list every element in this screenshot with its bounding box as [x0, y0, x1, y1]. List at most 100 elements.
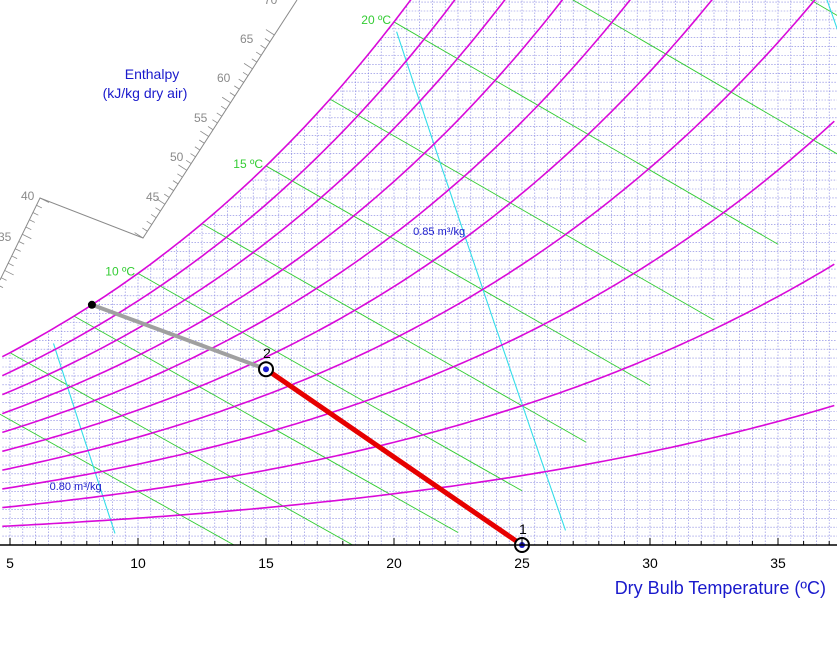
rh-curve — [2, 0, 564, 415]
enthalpy-tick — [251, 58, 258, 63]
enthalpy-tick — [265, 29, 275, 36]
enthalpy-tick — [142, 227, 148, 232]
enthalpy-tick — [234, 85, 240, 90]
wet-bulb-line — [572, 0, 837, 155]
specific-volume-line — [396, 31, 567, 531]
x-tick-label: 35 — [770, 555, 786, 571]
state-point-label: 1 — [519, 521, 527, 537]
enthalpy-tick — [164, 193, 170, 198]
enthalpy-tick — [194, 146, 201, 151]
wet-bulb-label: 20 ºC — [361, 13, 391, 27]
enthalpy-tick — [0, 285, 4, 288]
enthalpy-tick — [190, 153, 196, 158]
enthalpy-tick-label: 60 — [217, 71, 231, 85]
enthalpy-tick — [39, 197, 50, 203]
enthalpy-tick — [146, 220, 152, 225]
enthalpy-tick — [134, 232, 144, 239]
extension-end-dot — [87, 300, 96, 309]
enthalpy-tick-label: 50 — [170, 150, 184, 164]
enthalpy-tick — [216, 112, 223, 117]
rh-curve — [1, 0, 412, 358]
specific-volume-label: 0.85 m³/kg — [413, 226, 465, 238]
rh-curve — [2, 120, 835, 490]
enthalpy-tick — [229, 92, 236, 97]
enthalpy-tick-label: 55 — [194, 111, 208, 125]
enthalpy-tick — [18, 241, 25, 245]
enthalpy-tick — [260, 44, 266, 49]
wet-bulb-lines — [0, 0, 837, 545]
enthalpy-tick — [22, 233, 32, 240]
enthalpy-tick — [207, 126, 214, 131]
enthalpy-tick — [242, 71, 249, 76]
enthalpy-tick — [155, 207, 161, 212]
wet-bulb-line — [9, 352, 354, 545]
enthalpy-tick-label: 35 — [0, 230, 12, 244]
enthalpy-tick-label: 45 — [146, 190, 160, 204]
rh-curve — [2, 0, 816, 471]
enthalpy-tick — [25, 226, 32, 231]
enthalpy-tick — [200, 130, 209, 137]
process-extension-line — [91, 302, 267, 372]
state-point-label: 2 — [263, 345, 271, 361]
enthalpy-tick — [156, 198, 166, 205]
enthalpy-tick — [264, 38, 271, 43]
enthalpy-tick — [177, 173, 183, 178]
wet-bulb-line — [73, 315, 459, 533]
enthalpy-tick — [238, 78, 244, 83]
rh-curve — [1, 0, 506, 396]
enthalpy-tick — [185, 159, 192, 164]
grid-layer — [2, 0, 837, 545]
wet-bulb-line — [265, 165, 651, 386]
x-axis-title: Dry Bulb Temperature (ºC) — [615, 578, 826, 598]
enthalpy-tick — [4, 270, 14, 276]
enthalpy-tick — [199, 139, 205, 144]
process-line — [264, 367, 524, 548]
enthalpy-title-line1: Enthalpy — [125, 66, 179, 82]
enthalpy-tick — [255, 51, 262, 56]
enthalpy-tick — [15, 248, 21, 252]
enthalpy-ruler — [0, 0, 298, 281]
rh-curve — [2, 0, 631, 434]
relative-humidity-curves — [1, 0, 835, 528]
enthalpy-tick-label: 40 — [21, 189, 35, 203]
specific-volume-lines — [52, 0, 837, 534]
chart-labels: Enthalpy (kJ/kg dry air) Dry Bulb Temper… — [50, 13, 826, 598]
x-axis: 5 10 15 20 25 30 35 — [0, 538, 837, 571]
specific-volume-line — [52, 343, 116, 534]
enthalpy-tick — [150, 214, 157, 219]
enthalpy-tick — [168, 187, 174, 191]
x-tick-label: 10 — [130, 555, 146, 571]
specific-volume-label: 0.80 m³/kg — [50, 481, 102, 493]
enthalpy-tick — [11, 255, 18, 260]
enthalpy-tick — [221, 96, 231, 103]
wet-bulb-line — [329, 98, 715, 321]
enthalpy-tick — [0, 277, 7, 281]
enthalpy-scale: 35 40 45 50 55 60 65 70 — [0, 0, 298, 288]
enthalpy-tick — [220, 105, 227, 110]
enthalpy-tick — [8, 262, 14, 267]
x-tick-label: 15 — [258, 555, 274, 571]
enthalpy-title-line2: (kJ/kg dry air) — [103, 85, 188, 101]
x-tick-label: 5 — [6, 555, 14, 571]
enthalpy-tick — [29, 219, 35, 223]
wet-bulb-line — [137, 272, 523, 492]
enthalpy-tick — [172, 180, 179, 185]
enthalpy-tick — [36, 204, 43, 209]
rh-curve — [2, 0, 713, 453]
process-line: 12 — [87, 300, 530, 553]
x-tick-label: 25 — [514, 555, 530, 571]
enthalpy-tick — [32, 212, 39, 216]
enthalpy-tick-label: 65 — [240, 32, 254, 46]
wet-bulb-label: 15 ºC — [233, 157, 263, 171]
x-tick-label: 30 — [642, 555, 658, 571]
rh-curve — [2, 404, 835, 528]
state-point-center — [263, 366, 269, 373]
enthalpy-tick — [212, 119, 218, 124]
rh-curve — [2, 263, 835, 509]
enthalpy-tick-label: 70 — [264, 0, 278, 7]
x-tick-label: 20 — [386, 555, 402, 571]
rh-curve — [1, 0, 456, 377]
wet-bulb-label: 10 ºC — [105, 264, 135, 278]
